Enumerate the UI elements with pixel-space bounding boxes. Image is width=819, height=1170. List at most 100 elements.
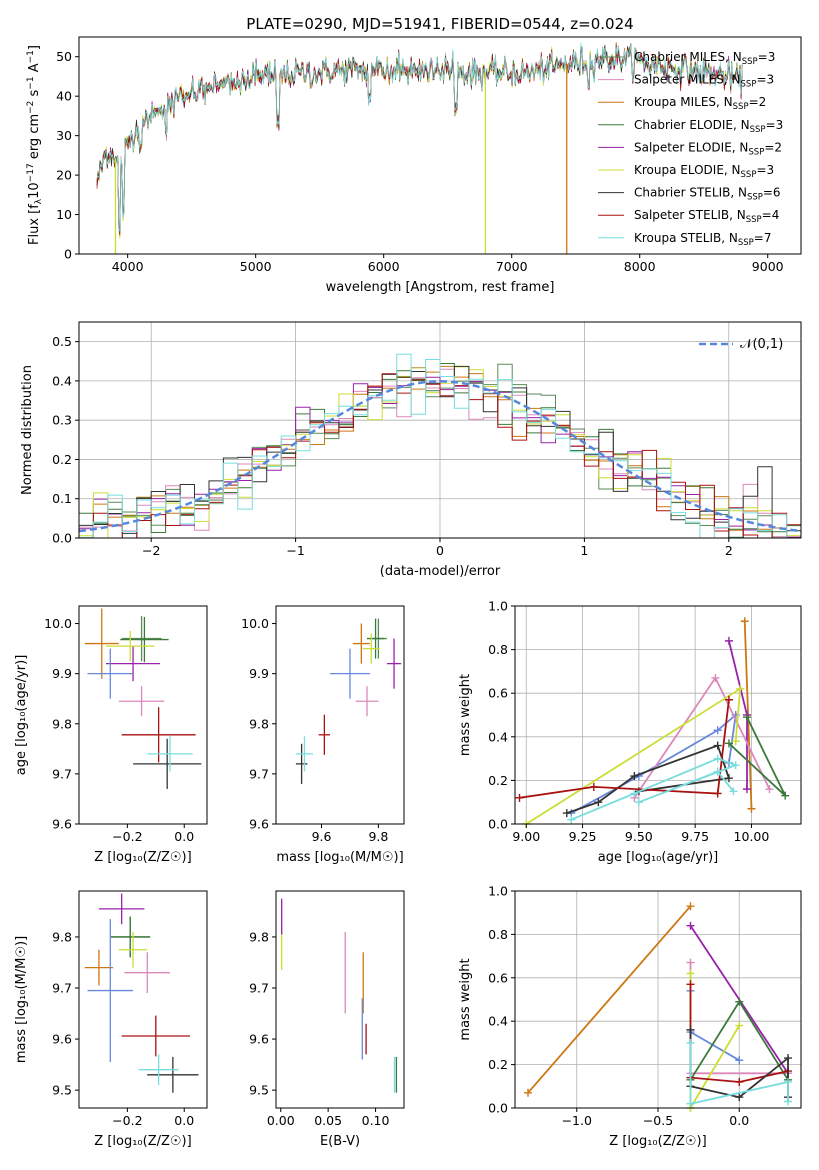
- spectrum-model-line: [96, 43, 743, 233]
- normal-curve: [79, 380, 801, 533]
- y-tick-label: 9.7: [249, 766, 269, 781]
- legend-name: Kroupa MILES, N: [634, 95, 733, 109]
- plus-marker: [742, 785, 751, 794]
- x-axis-label: mass [log₁₀(M/M☉)]: [276, 850, 403, 865]
- y-tick-label: 10.0: [44, 616, 72, 631]
- y-axis-label: Flux [fλ10−17 erg cm−2 s−1 A−1]: [26, 45, 44, 245]
- plus-marker: [724, 695, 733, 704]
- x-tick-label: 8000: [624, 259, 656, 274]
- mass-vs-ebv-panel: 0.00 0.05 0.10 9.5 9.6 9.7 9.8 E(B-V): [249, 890, 405, 1149]
- legend-label: Chabrier STELIB, NSSP=6: [634, 186, 781, 203]
- x-tick-label: −1: [286, 543, 304, 558]
- legend-count: =2: [749, 95, 767, 109]
- y-axis-label: mass weight: [458, 958, 473, 1040]
- x-tick-label: 10.00: [734, 829, 770, 844]
- y-axis-label-part: Flux [f: [27, 204, 42, 245]
- mass-vs-metallicity-panel: −0.2 0.0 9.5 9.6 9.7 9.8 Z [log₁₀(Z/Z☉)] mass […: [14, 890, 208, 1149]
- plus-marker: [686, 1099, 695, 1108]
- legend-subscript: SSP: [733, 102, 749, 112]
- y-tick-label: 0.6: [488, 686, 508, 701]
- x-tick-label: 7000: [496, 259, 528, 274]
- x-axis-label: E(B-V): [320, 1134, 360, 1149]
- y-tick-label: 0.3: [52, 413, 72, 428]
- axes-frame: [78, 890, 208, 1109]
- legend-label: Chabrier ELODIE, NSSP=3: [634, 118, 783, 135]
- y-tick-label: 9.7: [52, 766, 72, 781]
- x-tick-label: 9.00: [512, 829, 540, 844]
- plus-marker: [784, 1077, 792, 1086]
- spectrum-model-line: [96, 42, 743, 232]
- legend-name: Salpeter MILES, N: [634, 73, 741, 87]
- legend-name: Salpeter STELIB, N: [634, 208, 746, 222]
- y-axis-label-part: A: [27, 63, 42, 76]
- legend-label: Salpeter MILES, NSSP=3: [634, 73, 774, 90]
- spectrum-panel: 4000 5000 6000 7000 8000 9000 0 10 20 30 40 50 wavel…: [26, 36, 802, 295]
- plus-marker: [724, 774, 733, 783]
- legend-name: Chabrier ELODIE, N: [634, 118, 750, 132]
- y-tick-label: 9.5: [249, 1083, 269, 1098]
- plus-marker: [735, 1093, 744, 1102]
- plus-marker: [781, 791, 790, 800]
- legend-count: =7: [754, 231, 772, 245]
- plus-marker: [724, 739, 733, 748]
- plus-marker: [731, 737, 740, 746]
- y-tick-label: 9.6: [249, 1032, 269, 1047]
- plus-marker: [735, 1077, 744, 1086]
- mass-weight-series: [689, 990, 740, 1062]
- y-tick-label: 50: [56, 49, 72, 64]
- x-tick-label: 0.05: [314, 1113, 342, 1128]
- y-axis-label-part: erg cm: [27, 114, 42, 163]
- plus-marker: [724, 636, 733, 645]
- y-tick-label: 0.4: [488, 729, 508, 744]
- plus-marker: [735, 1021, 744, 1030]
- x-tick-label: −0.2: [112, 1113, 142, 1128]
- y-axis-label: age [log₁₀(age/yr)]: [14, 655, 29, 776]
- legend-label: Salpeter STELIB, NSSP=4: [634, 208, 779, 225]
- x-tick-label: 6000: [368, 259, 400, 274]
- y-axis-label: mass weight: [458, 674, 473, 756]
- legend-count: =4: [762, 208, 780, 222]
- y-tick-label: 1.0: [488, 599, 508, 614]
- x-tick-label: 1: [580, 543, 588, 558]
- plus-marker: [729, 787, 738, 796]
- y-tick-label: 0: [64, 247, 72, 262]
- x-tick-label: −0.5: [643, 1113, 673, 1128]
- legend-subscript: SSP: [748, 147, 764, 157]
- x-tick-label: 2: [725, 543, 733, 558]
- plus-marker: [686, 958, 695, 967]
- figure-title: PLATE=0290, MJD=51941, FIBERID=0544, z=0…: [246, 15, 633, 33]
- plus-marker: [742, 713, 751, 722]
- plus-marker: [711, 673, 720, 682]
- y-tick-label: 10: [56, 207, 72, 222]
- x-tick-label: 0.0: [174, 1113, 194, 1128]
- y-tick-label: 10.0: [241, 616, 269, 631]
- plus-marker: [713, 741, 722, 750]
- x-tick-label: 4000: [112, 259, 144, 274]
- y-tick-label: 9.6: [52, 1032, 72, 1047]
- legend-count: =3: [756, 73, 774, 87]
- x-tick-label: 0.10: [362, 1113, 390, 1128]
- legend-name: Kroupa ELODIE, N: [634, 163, 741, 177]
- x-tick-label: 0: [436, 543, 444, 558]
- mass-weight-series: [527, 905, 692, 1094]
- residual-histogram-panel: −2 −1 0 1 2 0.0 0.1 0.2 0.3 0.4 0.5 (data-model)/er…: [20, 321, 802, 579]
- legend-label: Kroupa STELIB, NSSP=7: [634, 231, 772, 248]
- plus-marker: [567, 815, 576, 824]
- plus-marker: [686, 980, 695, 989]
- y-axis-label-part: λ: [34, 198, 44, 204]
- legend-label: Chabrier MILES, NSSP=3: [634, 50, 775, 67]
- plus-marker: [686, 902, 695, 911]
- y-tick-label: 9.7: [249, 981, 269, 996]
- plus-marker: [731, 761, 740, 770]
- plus-marker: [784, 1097, 792, 1106]
- x-tick-label: 9.6: [312, 829, 332, 844]
- x-tick-label: 0.0: [174, 829, 194, 844]
- plus-marker: [562, 809, 571, 818]
- legend-label: 𝒩(0,1): [740, 337, 783, 352]
- x-axis-label: Z [log₁₀(Z/Z☉)]: [94, 850, 191, 865]
- y-tick-label: 1.0: [488, 884, 508, 899]
- x-axis-label: age [log₁₀(age/yr)]: [598, 850, 719, 865]
- x-tick-label: 9.25: [569, 829, 597, 844]
- legend-subscript: SSP: [747, 193, 763, 203]
- plus-marker: [713, 754, 722, 763]
